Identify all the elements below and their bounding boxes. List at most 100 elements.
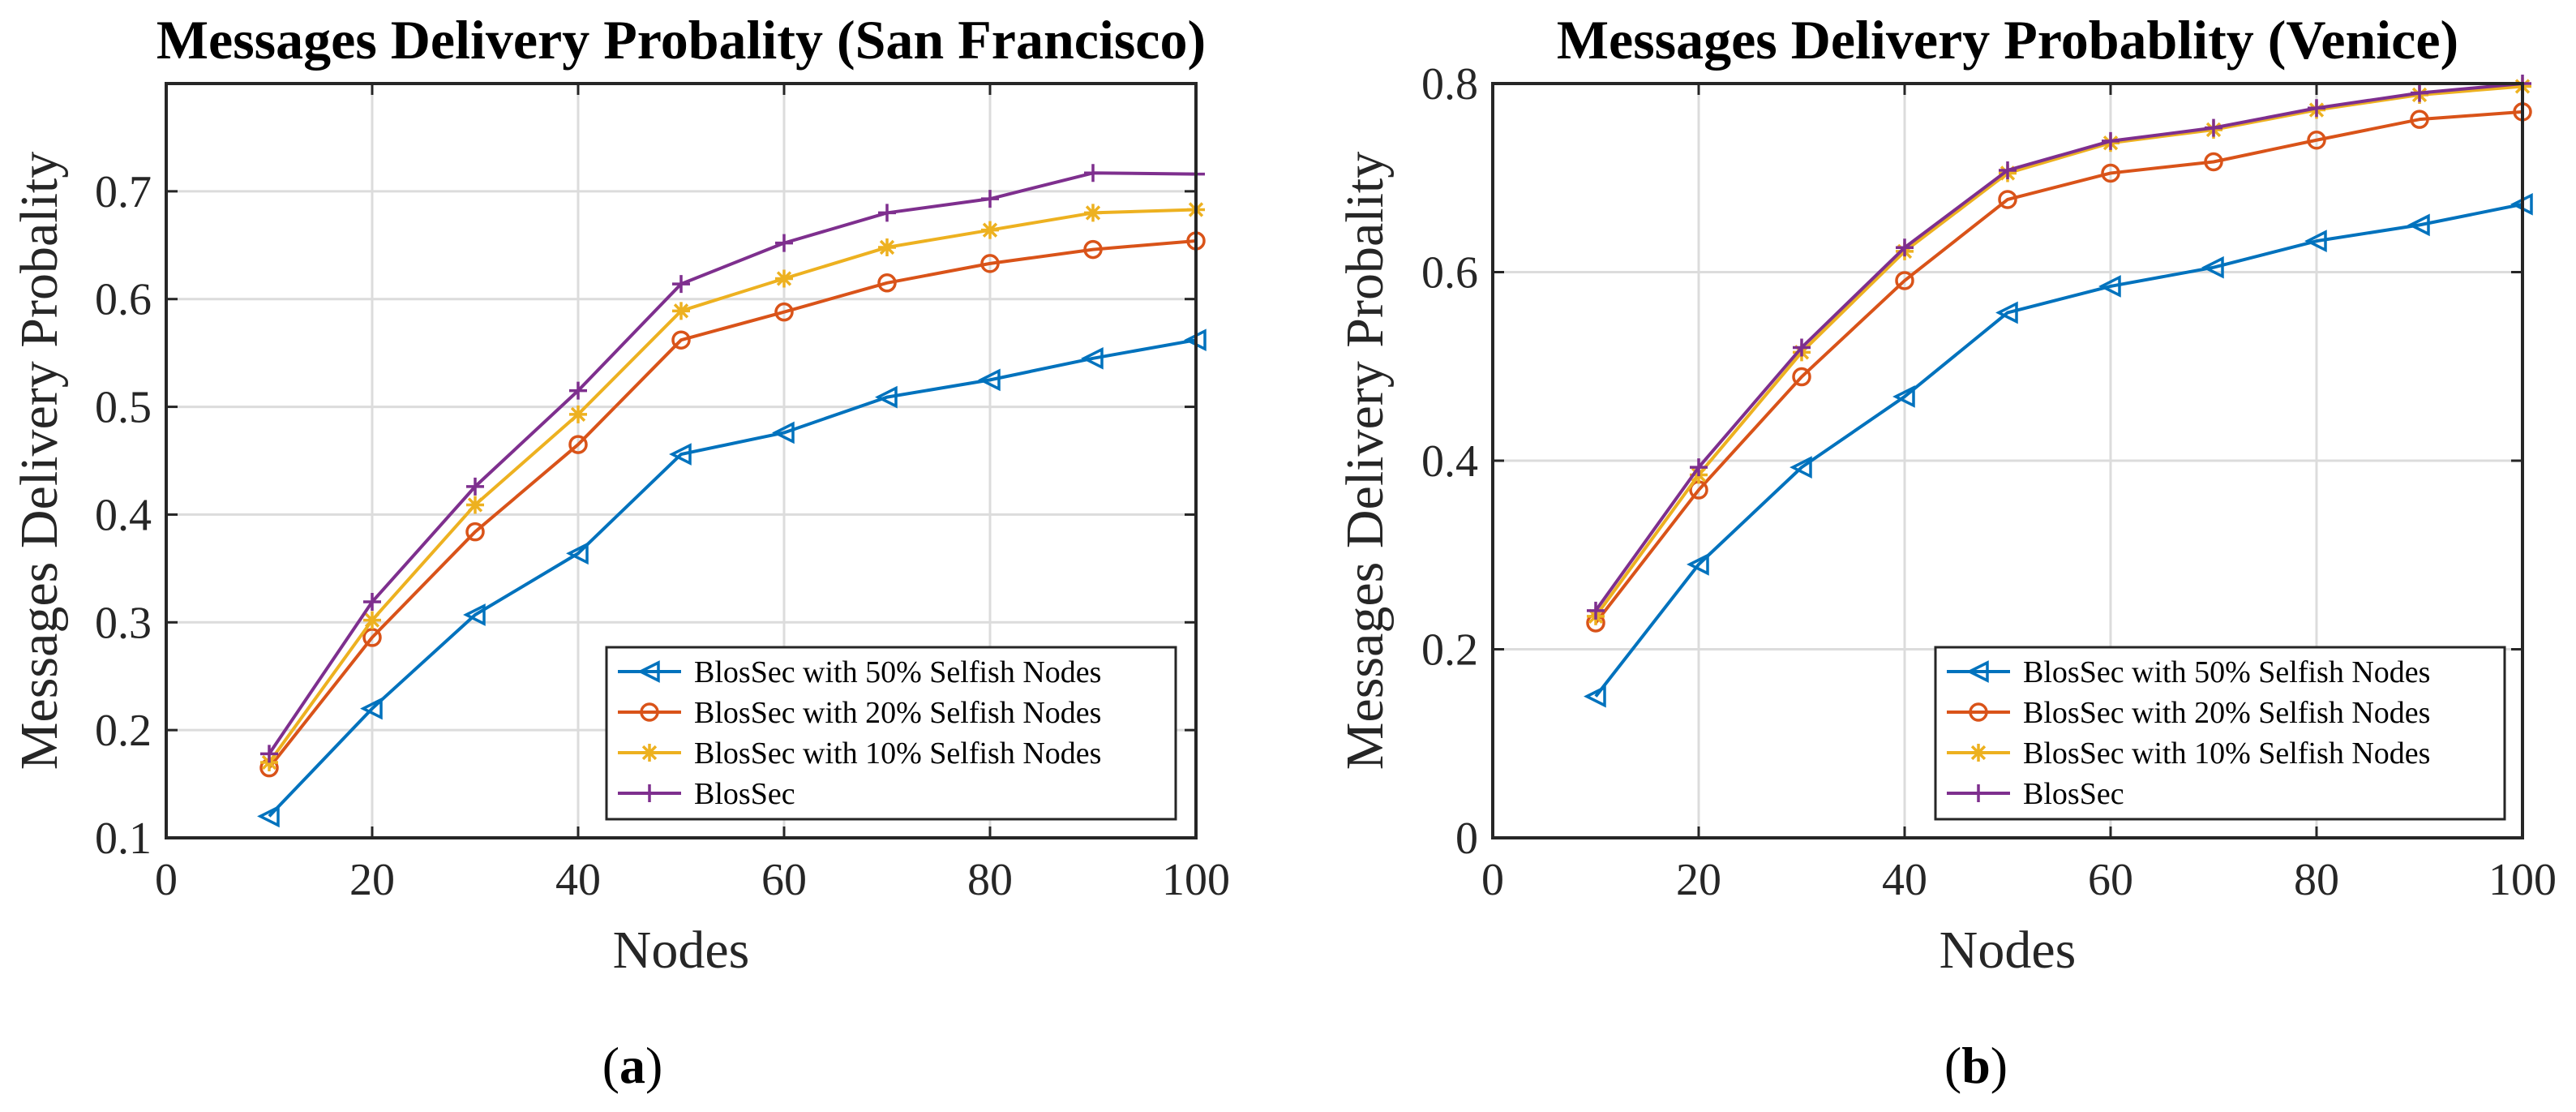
marker-circle <box>2101 163 2120 183</box>
series-line <box>268 171 1197 755</box>
marker-circle <box>1998 190 2017 209</box>
legend-label: BlosSec <box>2023 777 2124 811</box>
legend-label: BlosSec <box>694 777 795 811</box>
marker-triangle <box>2304 230 2327 252</box>
axes-box <box>165 82 1198 839</box>
marker-triangle <box>772 421 795 444</box>
marker-asterisk <box>363 611 381 629</box>
legend: BlosSec with 50% Selfish Nodes BlosSec wi… <box>605 646 1177 821</box>
legend-label: BlosSec with 20% Selfish Nodes <box>2023 696 2430 730</box>
y-tick-label: 0.8 <box>1421 59 1478 109</box>
marker-asterisk <box>1970 744 1987 762</box>
marker-plus <box>1690 458 1708 477</box>
marker-circle <box>1969 702 1988 722</box>
y-tick-label: 0.2 <box>95 706 152 756</box>
marker-plus <box>1793 338 1811 357</box>
chart-panel-a: 0 20 40 60 80 100 0.1 0.2 0.3 0.4 0.5 0.6 0.7 Message… <box>10 9 1230 1094</box>
marker-triangle <box>1892 385 1915 408</box>
legend-entry: BlosSec with 50% Selfish Nodes <box>618 655 1101 689</box>
marker-asterisk <box>981 221 999 239</box>
y-tick-label: 0.3 <box>95 598 152 648</box>
marker-circle <box>671 330 691 350</box>
legend-entry: BlosSec with 10% Selfish Nodes <box>618 736 1101 771</box>
y-tick-label: 0 <box>1455 814 1478 864</box>
marker-circle <box>2410 109 2429 129</box>
y-tick-label: 0.7 <box>95 167 152 217</box>
legend-entry: BlosSec with 20% Selfish Nodes <box>1947 696 2430 730</box>
marker-asterisk <box>878 238 896 256</box>
legend-entry: BlosSec <box>618 777 795 811</box>
marker-circle <box>640 702 659 722</box>
marker-triangle <box>2407 213 2430 237</box>
series-blossec <box>1587 75 2531 620</box>
marker-plus <box>569 381 587 400</box>
marker-asterisk <box>1084 204 1102 222</box>
marker-circle <box>465 522 485 542</box>
series-line <box>1594 84 2523 617</box>
y-tick-label: 0.4 <box>95 490 152 540</box>
panel-caption: (b) <box>1944 1037 2008 1094</box>
y-tick-label: 0.2 <box>1421 625 1478 676</box>
legend-label: BlosSec with 10% Selfish Nodes <box>694 736 1101 771</box>
marker-plus <box>878 204 896 222</box>
marker-circle <box>1792 367 1811 387</box>
series-line <box>1594 82 2523 612</box>
marker-triangle <box>566 542 589 565</box>
x-tick-label: 100 <box>2488 855 2557 905</box>
marker-plus <box>1587 601 1605 620</box>
x-tick-label: 60 <box>761 855 807 905</box>
chart-panel-b: 0 20 40 60 80 100 0 0.2 0.4 0.6 0.8 Messages Delive… <box>1335 9 2557 1094</box>
marker-triangle <box>1081 346 1104 370</box>
legend-box <box>1934 646 2506 821</box>
marker-triangle <box>875 385 898 409</box>
y-tick-label: 0.1 <box>95 814 152 864</box>
marker-plus <box>641 784 658 802</box>
legend-label: BlosSec with 50% Selfish Nodes <box>694 655 1101 689</box>
legend-entry: BlosSec with 10% Selfish Nodes <box>1947 736 2430 771</box>
marker-asterisk <box>466 496 484 514</box>
marker-plus <box>2205 118 2222 137</box>
marker-plus <box>775 234 793 252</box>
x-tick-label: 0 <box>1481 855 1504 905</box>
chart-title: Messages Delivery Probablity (Venice) <box>1557 9 2458 71</box>
panel-caption: (a) <box>602 1037 663 1094</box>
y-axis-label: Messages Delivery Probality <box>10 152 69 771</box>
series-line <box>268 208 1197 764</box>
marker-circle <box>1895 271 1914 290</box>
marker-plus <box>363 593 381 612</box>
marker-plus <box>2411 84 2428 102</box>
marker-circle <box>2307 131 2326 150</box>
marker-circle <box>362 628 382 647</box>
series-line <box>1594 109 2523 625</box>
marker-asterisk <box>672 302 690 320</box>
marker-circle <box>877 273 897 293</box>
x-tick-label: 60 <box>2088 855 2133 905</box>
legend-label: BlosSec with 10% Selfish Nodes <box>2023 736 2430 771</box>
marker-plus <box>2308 99 2325 118</box>
series-blossec <box>260 164 1205 763</box>
x-axis-label: Nodes <box>613 921 750 980</box>
marker-circle <box>774 302 794 322</box>
x-tick-label: 80 <box>2294 855 2339 905</box>
marker-asterisk <box>641 744 658 762</box>
marker-plus <box>466 477 484 496</box>
legend-entry: BlosSec <box>1947 777 2124 811</box>
x-tick-label: 100 <box>1162 855 1230 905</box>
marker-triangle <box>463 603 486 626</box>
marker-circle <box>568 435 588 454</box>
marker-circle <box>2204 152 2223 172</box>
marker-triangle <box>1995 301 2018 324</box>
series-line <box>268 338 1197 818</box>
x-tick-label: 20 <box>349 855 395 905</box>
x-tick-label: 40 <box>555 855 601 905</box>
marker-circle <box>1083 239 1103 260</box>
marker-plus <box>2102 131 2120 150</box>
y-tick-label: 0.5 <box>95 383 152 433</box>
marker-triangle <box>1966 660 1989 683</box>
series-line <box>268 238 1197 769</box>
marker-plus <box>1896 238 1914 257</box>
marker-plus <box>672 275 690 294</box>
marker-triangle <box>2201 255 2224 279</box>
marker-plus <box>1084 164 1102 182</box>
